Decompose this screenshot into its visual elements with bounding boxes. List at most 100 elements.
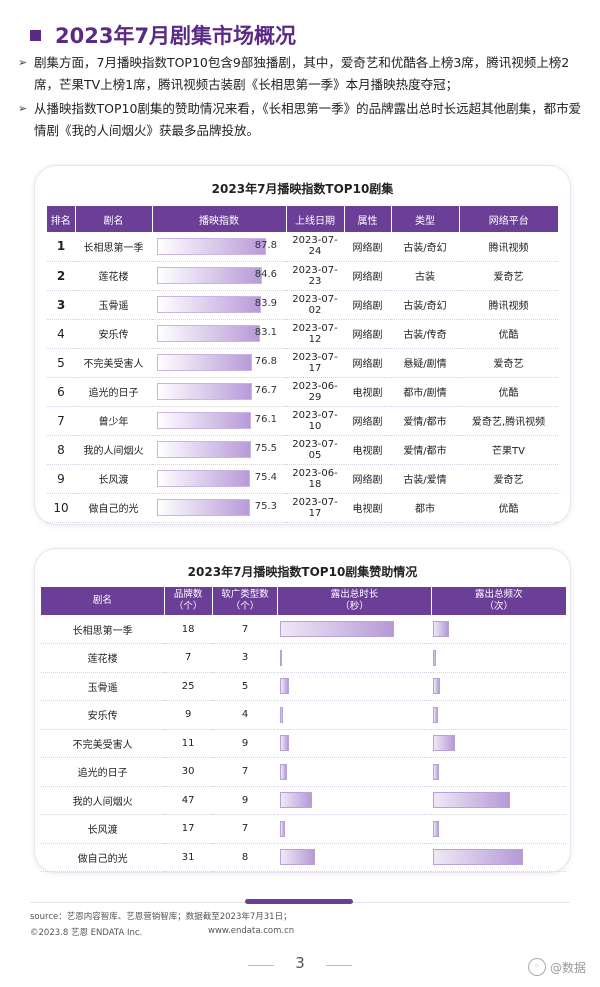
- attr-cell: 网络剧: [344, 290, 391, 320]
- frequency-bar: [433, 678, 441, 695]
- col-header-index: 播映指数: [152, 206, 287, 232]
- bullet-item: ➢ 从播映指数TOP10剧集的赞助情况来看，《长相思第一季》的品牌露出总时长远超…: [18, 98, 586, 142]
- index-value: 83.1: [254, 327, 277, 338]
- index-bar-track: 76.1: [157, 412, 281, 429]
- col-header-name: 剧名: [75, 206, 153, 232]
- index-cell: 83.9: [152, 290, 286, 320]
- index-value: 76.7: [254, 385, 277, 396]
- ranking-title: 2023年7月播映指数TOP10剧集: [211, 182, 394, 196]
- index-cell: 83.1: [152, 319, 286, 349]
- duration-cell: [277, 814, 431, 844]
- table-row: 不完美受害人 11 9: [41, 729, 566, 758]
- table-row: 7 曾少年 76.1 2023-07-10 网络剧 爱情/都市 爱奇艺,腾讯视频: [47, 406, 558, 436]
- index-bar-track: 83.9: [157, 296, 281, 313]
- index-bar-track: 76.8: [157, 354, 281, 371]
- index-cell: 87.8: [152, 232, 286, 262]
- col-header-date: 上线日期: [286, 206, 345, 232]
- types-cell: 7: [212, 814, 278, 844]
- platform-cell: 爱奇艺,腾讯视频: [459, 406, 558, 436]
- platform-cell: 优酷: [459, 377, 558, 407]
- duration-bar-track: [278, 763, 431, 780]
- date-cell: 2023-07-05: [286, 435, 344, 465]
- date-cell: 2023-06-18: [286, 464, 344, 494]
- rank-cell: 6: [47, 377, 75, 407]
- index-bar: [157, 499, 251, 516]
- duration-bar-track: [278, 706, 431, 723]
- drama-name-cell: 做自己的光: [75, 493, 152, 523]
- duration-bar-track: [278, 820, 431, 837]
- frequency-bar-track: [431, 706, 566, 723]
- duration-bar: [279, 735, 290, 752]
- arrow-right-icon: ➢: [18, 102, 28, 115]
- index-cell: 76.7: [152, 377, 286, 407]
- duration-cell: [277, 615, 431, 644]
- brands-cell: 7: [164, 643, 213, 673]
- drama-name-cell: 安乐传: [75, 319, 152, 349]
- table-row: 1 长相思第一季 87.8 2023-07-24 网络剧 古装/奇幻 腾讯视频: [47, 232, 558, 262]
- platform-cell: 优酷: [459, 493, 558, 523]
- page-heading: 2023年7月剧集市场概况: [30, 20, 296, 50]
- duration-bar-track: [278, 649, 431, 666]
- rank-cell: 3: [47, 290, 75, 320]
- date-cell: 2023-06-29: [286, 377, 344, 407]
- drama-name-cell: 我的人间烟火: [75, 435, 152, 465]
- drama-name-cell: 长风渡: [41, 814, 165, 844]
- drama-name-cell: 追光的日子: [75, 377, 152, 407]
- frequency-bar-track: [431, 621, 566, 637]
- drama-name-cell: 长相思第一季: [41, 615, 165, 644]
- attr-cell: 网络剧: [344, 261, 391, 291]
- table-row: 5 不完美受害人 76.8 2023-07-17 网络剧 悬疑/剧情 爱奇艺: [47, 348, 558, 378]
- index-bar-track: 75.3: [157, 499, 281, 516]
- date-cell: 2023-07-17: [286, 348, 344, 378]
- genre-cell: 古装/奇幻: [391, 290, 459, 320]
- attr-cell: 网络剧: [344, 406, 391, 436]
- index-value: 76.8: [254, 356, 277, 367]
- attr-cell: 电视剧: [344, 493, 391, 523]
- index-cell: 84.6: [152, 261, 286, 291]
- website: www.endata.com.cn: [208, 926, 295, 936]
- duration-bar: [279, 706, 284, 723]
- platform-cell: 腾讯视频: [459, 290, 558, 320]
- frequency-bar-track: [431, 849, 566, 866]
- attr-cell: 网络剧: [344, 464, 391, 494]
- sponsor-card: 2023年7月播映指数TOP10剧集赞助情况 剧名 品牌数 （个） 软广类型数 （个…: [34, 548, 571, 873]
- types-cell: 7: [212, 757, 278, 787]
- frequency-cell: [431, 729, 566, 758]
- drama-name-cell: 长相思第一季: [75, 232, 152, 262]
- sponsor-table: 剧名 品牌数 （个） 软广类型数 （个） 露出总时长 （秒） 露出总频次 （次） 长相思…: [41, 587, 566, 872]
- rank-cell: 2: [47, 261, 75, 291]
- sponsor-body: 长相思第一季 18 7 莲花楼 7 3 玉骨遥 25 5 安乐传 9 4 不完美受害人 11 9 追光的日子 3…: [41, 615, 566, 872]
- rank-cell: 4: [47, 319, 75, 349]
- index-bar: [157, 267, 262, 284]
- table-row: 追光的日子 30 7: [41, 757, 566, 787]
- frequency-bar: [433, 706, 438, 723]
- date-cell: 2023-07-23: [286, 261, 344, 291]
- bullet-item: ➢ 剧集方面，7月播映指数TOP10包含9部独播剧，其中，爱奇艺和优酷各上榜3席…: [18, 52, 586, 96]
- frequency-bar: [433, 735, 455, 752]
- platform-cell: 爱奇艺: [459, 348, 558, 378]
- col-header-duration: 露出总时长 （秒）: [277, 587, 432, 615]
- duration-cell: [277, 757, 431, 787]
- col-header-types: 软广类型数 （个）: [212, 587, 279, 615]
- page-number: 3: [295, 954, 305, 972]
- col-header-brands: 品牌数 （个）: [164, 587, 213, 615]
- col-header-name: 剧名: [41, 587, 165, 615]
- drama-name-cell: 不完美受害人: [75, 348, 152, 378]
- chat-bubble-icon: ◦: [527, 958, 546, 976]
- watermark-text: @数据: [549, 960, 586, 975]
- duration-bar: [279, 820, 285, 837]
- arrow-right-icon: ➢: [18, 56, 28, 69]
- header-unit: （次）: [484, 601, 513, 612]
- genre-cell: 爱情/都市: [391, 435, 459, 465]
- duration-bar-track: [278, 849, 431, 866]
- table-row: 9 长风渡 75.4 2023-06-18 网络剧 古装/爱情 爱奇艺: [47, 464, 558, 494]
- genre-cell: 古装: [391, 261, 459, 291]
- col-header-genre: 类型: [391, 206, 460, 232]
- table-row: 4 安乐传 83.1 2023-07-12 网络剧 古装/传奇 优酷: [47, 319, 558, 349]
- rank-cell: 5: [47, 348, 75, 378]
- index-bar-track: 87.8: [157, 237, 281, 255]
- index-bar-track: 83.1: [157, 325, 281, 342]
- attr-cell: 电视剧: [344, 377, 391, 407]
- frequency-cell: [431, 757, 566, 787]
- frequency-cell: [431, 814, 566, 844]
